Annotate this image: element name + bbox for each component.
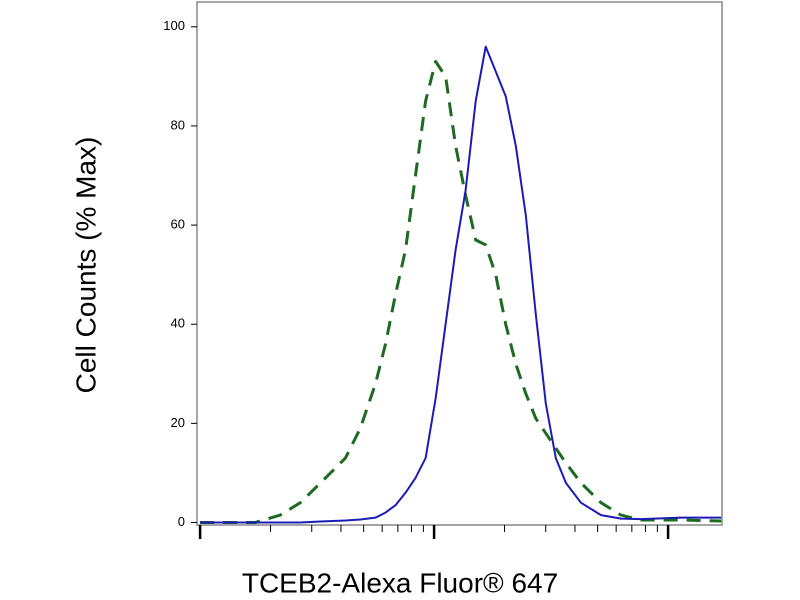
y-tick-label: 20 xyxy=(171,415,185,430)
x-axis-label: TCEB2-Alexa Fluor® 647 xyxy=(242,567,558,598)
y-axis-label: Cell Counts (% Max) xyxy=(70,137,101,394)
y-tick-label: 40 xyxy=(171,316,185,331)
y-tick-label: 0 xyxy=(178,514,185,529)
series-line xyxy=(200,45,722,524)
plot-frame xyxy=(196,1,723,526)
y-tick-label: 100 xyxy=(163,18,185,33)
y-tick-label: 80 xyxy=(171,117,185,132)
y-tick-label: 60 xyxy=(171,217,185,232)
series-line xyxy=(200,60,722,524)
